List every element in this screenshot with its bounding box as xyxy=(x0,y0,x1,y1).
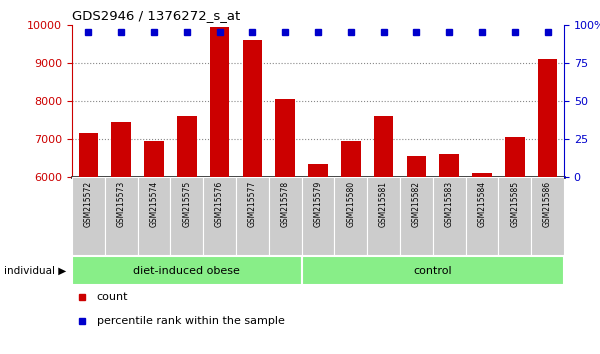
Bar xyxy=(439,154,459,177)
Bar xyxy=(308,164,328,177)
Text: GSM215576: GSM215576 xyxy=(215,181,224,227)
Bar xyxy=(177,116,197,177)
FancyBboxPatch shape xyxy=(269,177,302,255)
Text: GSM215582: GSM215582 xyxy=(412,181,421,227)
FancyBboxPatch shape xyxy=(302,256,564,285)
Bar xyxy=(374,116,394,177)
Text: GSM215577: GSM215577 xyxy=(248,181,257,227)
Text: GSM215572: GSM215572 xyxy=(84,181,93,227)
FancyBboxPatch shape xyxy=(170,177,203,255)
Text: percentile rank within the sample: percentile rank within the sample xyxy=(97,316,284,326)
FancyBboxPatch shape xyxy=(499,177,531,255)
FancyBboxPatch shape xyxy=(466,177,499,255)
Text: GSM215579: GSM215579 xyxy=(314,181,323,227)
Text: GSM215575: GSM215575 xyxy=(182,181,191,227)
FancyBboxPatch shape xyxy=(302,177,334,255)
Bar xyxy=(144,141,164,177)
Text: GSM215574: GSM215574 xyxy=(149,181,158,227)
Bar xyxy=(210,27,229,177)
Bar xyxy=(341,141,361,177)
FancyBboxPatch shape xyxy=(137,177,170,255)
Bar xyxy=(407,156,426,177)
FancyBboxPatch shape xyxy=(236,177,269,255)
Bar xyxy=(538,59,557,177)
Bar xyxy=(275,99,295,177)
Text: diet-induced obese: diet-induced obese xyxy=(133,266,240,276)
FancyBboxPatch shape xyxy=(72,256,302,285)
Text: GSM215578: GSM215578 xyxy=(281,181,290,227)
Text: individual ▶: individual ▶ xyxy=(4,266,66,276)
Bar xyxy=(242,40,262,177)
Bar xyxy=(79,133,98,177)
FancyBboxPatch shape xyxy=(105,177,137,255)
FancyBboxPatch shape xyxy=(334,177,367,255)
Text: GSM215573: GSM215573 xyxy=(116,181,126,227)
FancyBboxPatch shape xyxy=(531,177,564,255)
Text: GSM215586: GSM215586 xyxy=(543,181,552,227)
FancyBboxPatch shape xyxy=(72,177,105,255)
FancyBboxPatch shape xyxy=(367,177,400,255)
Text: GSM215585: GSM215585 xyxy=(510,181,519,227)
FancyBboxPatch shape xyxy=(203,177,236,255)
Text: GSM215581: GSM215581 xyxy=(379,181,388,227)
Bar xyxy=(112,122,131,177)
Text: GDS2946 / 1376272_s_at: GDS2946 / 1376272_s_at xyxy=(72,9,240,22)
Text: GSM215583: GSM215583 xyxy=(445,181,454,227)
Text: GSM215580: GSM215580 xyxy=(346,181,355,227)
Text: control: control xyxy=(413,266,452,276)
Text: GSM215584: GSM215584 xyxy=(478,181,487,227)
FancyBboxPatch shape xyxy=(433,177,466,255)
Bar xyxy=(472,173,492,177)
FancyBboxPatch shape xyxy=(400,177,433,255)
Text: count: count xyxy=(97,292,128,302)
Bar xyxy=(505,137,524,177)
